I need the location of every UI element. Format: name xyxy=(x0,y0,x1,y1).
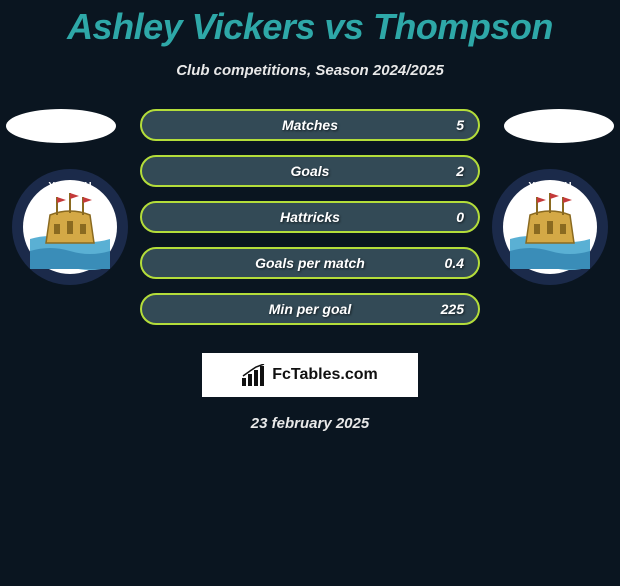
stat-label: Matches xyxy=(282,117,338,133)
stat-value: 0.4 xyxy=(445,255,464,271)
stat-value: 225 xyxy=(441,301,464,317)
crest-icon: YMOUTH xyxy=(490,167,610,287)
brand-logo-text: FcTables.com xyxy=(272,366,378,384)
right-oval-decoration xyxy=(504,109,614,143)
stat-value: 2 xyxy=(456,163,464,179)
left-team-crest: YMOUTH xyxy=(10,167,130,287)
stat-bars-container: Matches 5 Goals 2 Hattricks 0 Goals per … xyxy=(140,109,480,325)
stat-value: 0 xyxy=(456,209,464,225)
stat-value: 5 xyxy=(456,117,464,133)
page-title: Ashley Vickers vs Thompson xyxy=(0,6,620,48)
svg-text:YMOUTH: YMOUTH xyxy=(48,181,91,192)
comparison-panel: YMOUTH YMOUTH Matches 5 Goals xyxy=(0,109,620,432)
stat-label: Min per goal xyxy=(269,301,351,317)
subtitle: Club competitions, Season 2024/2025 xyxy=(0,62,620,79)
right-team-crest: YMOUTH xyxy=(490,167,610,287)
stat-bar-matches: Matches 5 xyxy=(140,109,480,141)
stat-bar-hattricks: Hattricks 0 xyxy=(140,201,480,233)
left-oval-decoration xyxy=(6,109,116,143)
stat-bar-goals: Goals 2 xyxy=(140,155,480,187)
stat-label: Goals per match xyxy=(255,255,365,271)
stat-label: Hattricks xyxy=(280,209,340,225)
brand-logo-box: FcTables.com xyxy=(202,353,418,397)
crest-icon: YMOUTH xyxy=(10,167,130,287)
stat-bar-goals-per-match: Goals per match 0.4 xyxy=(140,247,480,279)
date-text: 23 february 2025 xyxy=(0,415,620,432)
stat-bar-min-per-goal: Min per goal 225 xyxy=(140,293,480,325)
bar-chart-icon xyxy=(242,364,266,386)
stat-label: Goals xyxy=(291,163,330,179)
svg-text:YMOUTH: YMOUTH xyxy=(528,181,571,192)
